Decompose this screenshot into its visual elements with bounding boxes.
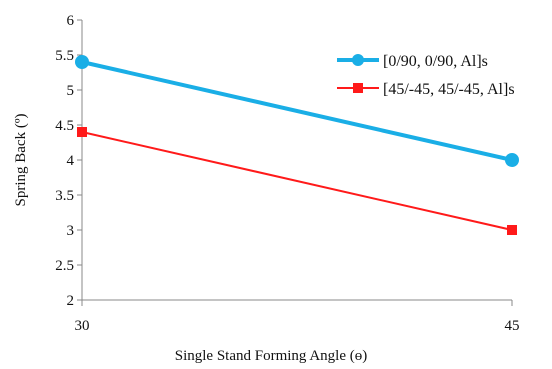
series-line-1 <box>81 60 513 162</box>
x-tick-label: 45 <box>505 318 520 334</box>
x-tick-label: 30 <box>75 318 90 334</box>
legend-label-1: [0/90, 0/90, Al]s <box>383 53 488 70</box>
series-point-square <box>507 225 517 235</box>
y-axis-title: Spring Back (º) <box>13 114 29 207</box>
x-axis-title: Single Stand Forming Angle (ɵ) <box>175 348 368 364</box>
y-tick-label: 5 <box>67 83 75 99</box>
y-tick-label: 3.5 <box>55 188 74 204</box>
y-tick-label: 4.5 <box>55 118 74 134</box>
y-tick-label: 4 <box>67 153 75 169</box>
y-tick-label: 2.5 <box>55 258 74 274</box>
y-tick-label: 2 <box>67 293 75 309</box>
series-point-circle <box>505 153 519 167</box>
series-layer <box>75 55 519 235</box>
legend-marker-square <box>353 83 363 93</box>
y-axis-ticks: 2 2.5 3 3.5 4 4.5 5 5.5 6 <box>55 13 82 309</box>
y-tick-label: 3 <box>67 223 75 239</box>
legend-label-2: [45/-45, 45/-45, Al]s <box>383 81 515 98</box>
series-line-2 <box>81 131 513 231</box>
series-point-square <box>77 127 87 137</box>
y-tick-label: 6 <box>67 13 75 29</box>
x-axis-ticks: 30 45 <box>75 300 520 334</box>
legend: [0/90, 0/90, Al]s [45/-45, 45/-45, Al]s <box>337 53 515 98</box>
legend-marker-circle <box>352 54 364 66</box>
y-tick-label: 5.5 <box>55 48 74 64</box>
series-point-circle <box>75 55 89 69</box>
